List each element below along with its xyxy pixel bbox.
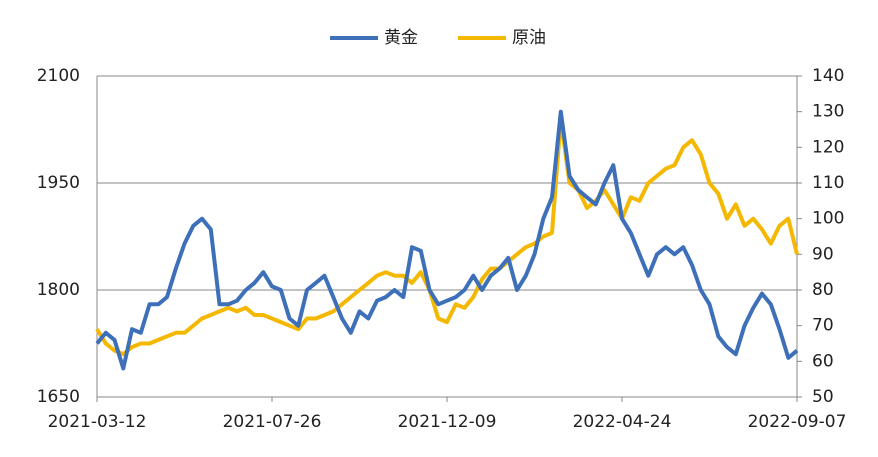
legend-label: 原油 <box>512 28 546 48</box>
y2-tick-label: 50 <box>812 387 834 407</box>
x-tick-label: 2021-12-09 <box>398 412 497 432</box>
x-tick-label: 2022-09-07 <box>748 412 847 432</box>
y-tick-label: 1950 <box>37 173 80 193</box>
series-line <box>95 116 799 357</box>
y2-tick-label: 100 <box>812 209 844 229</box>
y2-tick-label: 90 <box>812 244 834 264</box>
x-tick-label: 2022-04-24 <box>573 412 672 432</box>
y-tick-label: 1800 <box>37 280 80 300</box>
y2-tick-label: 140 <box>812 66 844 86</box>
x-tick-label: 2021-03-12 <box>48 412 147 432</box>
legend-label: 黄金 <box>384 28 418 48</box>
y2-tick-label: 120 <box>812 137 844 157</box>
x-tick-label: 2021-07-26 <box>223 412 322 432</box>
y-tick-label: 1650 <box>37 387 80 407</box>
y2-tick-label: 110 <box>812 173 844 193</box>
y2-tick-label: 60 <box>812 351 834 371</box>
y2-tick-label: 130 <box>812 102 844 122</box>
series-line <box>95 109 799 371</box>
y2-tick-label: 70 <box>812 316 834 336</box>
y-tick-label: 2100 <box>37 66 80 86</box>
y2-tick-label: 80 <box>812 280 834 300</box>
